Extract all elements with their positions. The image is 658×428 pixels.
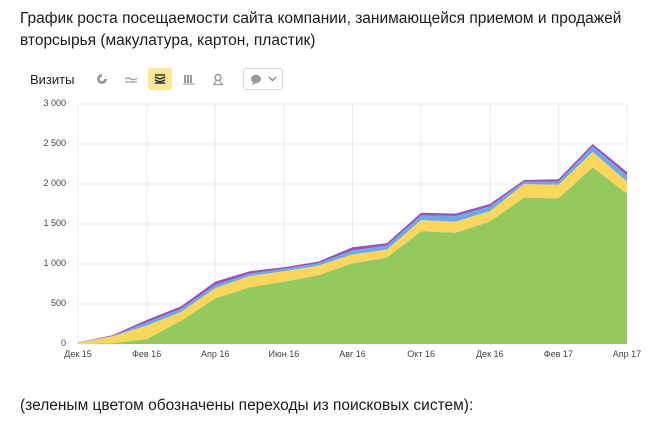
chart-note: (зеленым цветом обозначены переходы из п… <box>20 397 474 414</box>
x-tick-label: Дек 15 <box>64 349 92 359</box>
pie-chart-icon <box>97 74 108 84</box>
y-tick-label: 0 <box>60 338 66 348</box>
x-tick-label: Фев 16 <box>132 349 162 359</box>
x-tick-label: Авг 16 <box>339 349 366 359</box>
bar-chart-icon <box>183 75 196 85</box>
comment-icon <box>250 74 261 85</box>
bar-chart-button[interactable] <box>177 68 201 90</box>
x-tick-label: Июн 16 <box>268 349 300 359</box>
annotations-dropdown[interactable] <box>243 68 284 90</box>
y-tick-label: 1 000 <box>43 258 66 268</box>
y-tick-label: 2 000 <box>43 178 66 188</box>
y-tick-label: 2 500 <box>43 138 66 148</box>
stacked-area-chart <box>77 103 628 345</box>
x-tick-label: Дек 16 <box>475 349 504 359</box>
x-tick-label: Окт 16 <box>407 349 435 359</box>
area-series-2[interactable] <box>78 152 627 344</box>
stacked-area-icon <box>155 74 166 84</box>
map-button[interactable] <box>206 68 230 90</box>
map-pin-icon <box>213 73 224 85</box>
chart-toolbar: Визиты <box>30 67 284 91</box>
y-tick-label: 500 <box>50 298 66 308</box>
x-tick-label: Фев 17 <box>543 349 573 359</box>
chevron-down-icon <box>268 76 277 82</box>
y-tick-label: 1 500 <box>43 218 66 228</box>
x-tick-label: Апр 17 <box>612 349 642 359</box>
metric-label: Визиты <box>30 71 75 87</box>
pie-chart-button[interactable] <box>90 68 114 90</box>
stacked-area-button[interactable] <box>148 68 173 90</box>
line-chart-button[interactable] <box>119 68 143 90</box>
area-series-1[interactable] <box>78 167 627 344</box>
y-tick-label: 3 000 <box>43 98 66 108</box>
page-title: График роста посещаемости сайта компании… <box>20 10 622 49</box>
line-chart-icon <box>125 77 138 83</box>
x-tick-label: Апр 16 <box>201 349 230 359</box>
